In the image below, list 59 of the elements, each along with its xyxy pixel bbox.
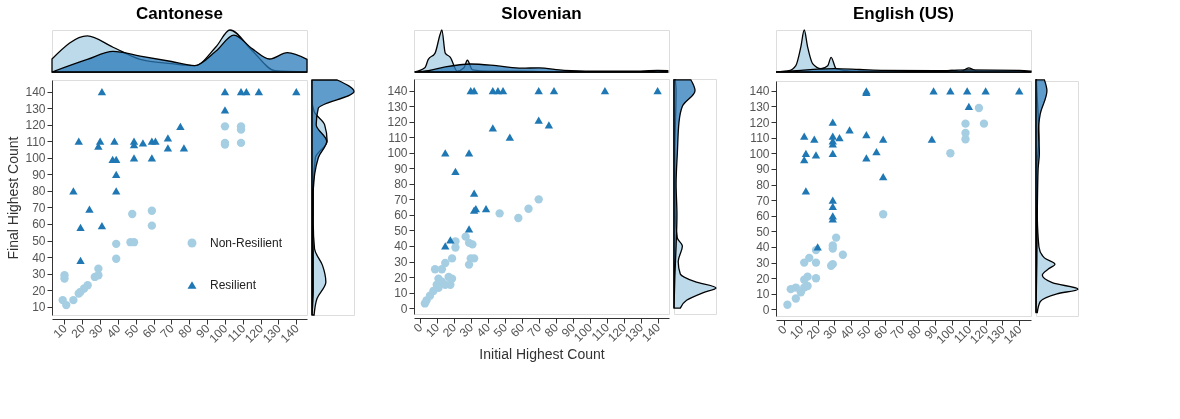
y-tick-label: 90 <box>32 167 46 182</box>
y-tick-label: 20 <box>32 283 46 298</box>
chart-title: Slovenian <box>501 4 582 24</box>
y-tick-label: 70 <box>394 192 408 207</box>
y-tick-label: 10 <box>756 287 770 302</box>
x-tick-label: 70 <box>157 321 178 341</box>
y-tick-label: 60 <box>32 217 46 232</box>
y-tick-label: 90 <box>756 162 770 177</box>
y-tick-label: 50 <box>756 224 770 239</box>
y-tick-label: 30 <box>756 256 770 271</box>
y-tick-label: 70 <box>756 193 770 208</box>
legend-label: Resilient <box>210 278 257 292</box>
y-tick-label: 0 <box>400 301 408 316</box>
y-tick-label: 20 <box>394 270 408 285</box>
y-tick-label: 0 <box>762 302 770 317</box>
y-tick-label: 10 <box>394 286 408 301</box>
y-tick-label: 50 <box>394 223 408 238</box>
y-tick-label: 40 <box>394 239 408 254</box>
y-tick-label: 110 <box>750 131 770 146</box>
y-tick-label: 120 <box>25 118 46 133</box>
y-tick-label: 140 <box>749 84 770 99</box>
x-axis-title: Initial Highest Count <box>479 345 605 362</box>
y-tick-label: 120 <box>387 115 408 130</box>
y-tick-label: 30 <box>394 255 408 269</box>
y-tick-label: 130 <box>387 99 408 114</box>
y-tick-label: 130 <box>25 101 46 116</box>
x-tick-label: 20 <box>68 321 88 341</box>
y-tick-label: 60 <box>756 209 770 224</box>
y-tick-label: 50 <box>32 234 46 249</box>
x-tick-label: 40 <box>104 321 124 341</box>
y-tick-label: 20 <box>756 271 770 286</box>
y-tick-label: 100 <box>387 146 408 161</box>
y-tick-label: 140 <box>25 85 46 100</box>
x-tick-label: 30 <box>86 321 106 341</box>
x-tick-label: 50 <box>121 321 142 341</box>
y-tick-label: 80 <box>756 178 770 193</box>
y-tick-label: 80 <box>32 184 46 199</box>
chart-title: English (US) <box>852 4 955 24</box>
y-tick-label: 70 <box>32 200 46 215</box>
y-tick-label: 60 <box>394 208 408 223</box>
y-tick-label: 100 <box>25 151 46 166</box>
y-tick-label: 40 <box>32 250 46 265</box>
y-tick-label: 140 <box>387 84 408 99</box>
chart-title: Cantonese <box>136 4 223 24</box>
y-tick-label: 30 <box>32 267 46 282</box>
x-tick-label: 10 <box>50 321 71 341</box>
y-tick-label: 110 <box>388 130 408 145</box>
y-tick-label: 40 <box>756 240 770 255</box>
y-tick-label: 100 <box>749 146 770 161</box>
y-tick-label: 120 <box>749 115 770 130</box>
y-tick-label: 10 <box>32 300 46 315</box>
x-tick-label: 80 <box>175 321 195 341</box>
x-tick-label: 60 <box>139 321 160 341</box>
y-tick-label: 80 <box>394 177 408 192</box>
y-tick-label: 110 <box>26 134 46 149</box>
y-tick-label: 90 <box>394 161 408 176</box>
y-axis-title: Final Highest Count <box>5 136 22 260</box>
y-tick-label: 130 <box>749 99 770 114</box>
legend-label: Non-Resilient <box>210 236 283 250</box>
